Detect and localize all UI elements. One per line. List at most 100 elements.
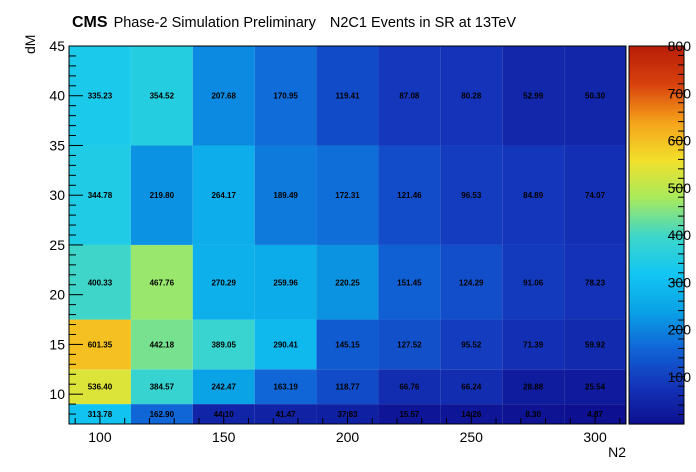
colorbar-segment bbox=[629, 402, 684, 406]
colorbar-segment bbox=[629, 149, 684, 153]
colorbar-segment bbox=[629, 336, 684, 340]
colorbar-segment bbox=[629, 390, 684, 394]
colorbar-segment bbox=[629, 161, 684, 165]
colorbar-segment bbox=[629, 251, 684, 255]
colorbar-segment bbox=[629, 209, 684, 212]
colorbar-segment bbox=[629, 64, 684, 68]
colorbar-segment bbox=[629, 405, 684, 409]
cell-label-r5-c7: 52.99 bbox=[523, 92, 544, 101]
colorbar-segment bbox=[629, 275, 684, 279]
cell-label-r3-c7: 91.06 bbox=[523, 278, 544, 287]
cell-label-r1-c7: 28.88 bbox=[523, 383, 544, 392]
colorbar-segment bbox=[629, 331, 684, 335]
colorbar-segment bbox=[629, 187, 684, 191]
cell-label-r4-c6: 96.53 bbox=[461, 191, 482, 200]
colorbar-segment bbox=[629, 220, 684, 224]
cell-label-r1-c6: 66.24 bbox=[461, 383, 482, 392]
heatmap-cell-r5-c7 bbox=[502, 46, 565, 146]
colorbar-segment bbox=[629, 119, 684, 123]
colorbar-segment bbox=[629, 218, 684, 222]
colorbar-segment bbox=[629, 235, 684, 238]
cell-label-r3-c2: 270.29 bbox=[211, 278, 236, 287]
heatmap-cell-r1-c5 bbox=[378, 369, 441, 405]
heatmap-cell-r5-c2 bbox=[192, 46, 255, 146]
colorbar-segment bbox=[629, 157, 684, 160]
cell-label-r4-c2: 264.17 bbox=[211, 191, 236, 200]
cell-label-r5-c5: 87.08 bbox=[399, 92, 420, 101]
colorbar-segment bbox=[629, 178, 684, 182]
colorbar-segment bbox=[629, 206, 684, 210]
colorbar-segment bbox=[629, 168, 684, 172]
colorbar-segment bbox=[629, 265, 684, 269]
y-tick-label: 25 bbox=[49, 237, 65, 253]
colorbar-segment bbox=[629, 185, 684, 189]
colorbar-segment bbox=[629, 194, 684, 198]
cell-label-r4-c0: 344.78 bbox=[88, 191, 113, 200]
x-tick-label: 150 bbox=[212, 429, 236, 445]
cell-label-r3-c1: 467.76 bbox=[150, 278, 175, 287]
cell-label-r2-c7: 71.39 bbox=[523, 340, 544, 349]
colorbar-segment bbox=[629, 346, 684, 349]
colorbar-segment bbox=[629, 305, 684, 309]
y-tick-label: 30 bbox=[49, 187, 65, 203]
colorbar-segment bbox=[629, 249, 684, 253]
cell-label-r2-c6: 95.52 bbox=[461, 340, 482, 349]
colorbar-segment bbox=[629, 312, 684, 316]
heatmap-cell-r3-c2 bbox=[192, 244, 255, 320]
colorbar-segment bbox=[629, 53, 684, 57]
colorbar-segment bbox=[629, 76, 684, 80]
y-tick-label: 45 bbox=[49, 38, 65, 54]
colorbar-segment bbox=[629, 192, 684, 196]
colorbar-segment bbox=[629, 407, 684, 411]
colorbar-segment bbox=[629, 294, 684, 298]
colorbar-segment bbox=[629, 279, 684, 283]
cell-label-r3-c0: 400.33 bbox=[88, 278, 113, 287]
colorbar-segment bbox=[629, 135, 684, 139]
heatmap-cell-r4-c4 bbox=[316, 145, 379, 245]
colorbar-segment bbox=[629, 69, 684, 73]
colorbar-segment bbox=[629, 277, 684, 281]
cell-label-r2-c3: 290.41 bbox=[273, 340, 298, 349]
colorbar-segment bbox=[629, 409, 684, 413]
y-tick-label: 35 bbox=[49, 137, 65, 153]
cell-label-r1-c0: 536.40 bbox=[88, 383, 113, 392]
colorbar-segment bbox=[629, 60, 684, 64]
colorbar-segment bbox=[629, 97, 684, 101]
description-label: N2C1 Events in SR at 13TeV bbox=[329, 15, 517, 31]
heatmap-cell-r1-c0 bbox=[69, 369, 131, 405]
colorbar-segment bbox=[629, 121, 684, 125]
cell-label-r4-c5: 121.46 bbox=[397, 191, 422, 200]
y-tick-label: 15 bbox=[49, 336, 65, 352]
colorbar-segment bbox=[629, 93, 684, 97]
heatmap-cell-r0-c3 bbox=[254, 404, 317, 424]
colorbar-segment bbox=[629, 272, 684, 276]
colorbar-segment bbox=[629, 308, 684, 312]
x-tick-label: 100 bbox=[88, 429, 112, 445]
cell-label-r0-c7: 8.30 bbox=[525, 410, 541, 419]
heatmap-cell-r2-c1 bbox=[130, 319, 193, 370]
cell-label-r3-c3: 259.96 bbox=[273, 278, 298, 287]
colorbar-segment bbox=[629, 138, 684, 142]
cell-label-r2-c4: 145.15 bbox=[335, 340, 360, 349]
colorbar-segment bbox=[629, 225, 684, 229]
colorbar-segment bbox=[629, 171, 684, 175]
colorbar-segment bbox=[629, 315, 684, 319]
heatmap-cell-r0-c1 bbox=[130, 404, 193, 424]
heatmap-cell-r1-c6 bbox=[440, 369, 503, 405]
colorbar-segment bbox=[629, 81, 684, 85]
colorbar-tick-label: 600 bbox=[668, 133, 692, 149]
cell-label-r5-c6: 80.28 bbox=[461, 92, 482, 101]
colorbar-tick-label: 300 bbox=[668, 274, 692, 290]
colorbar-segment bbox=[629, 232, 684, 236]
colorbar-segment bbox=[629, 145, 684, 149]
colorbar-segment bbox=[629, 270, 684, 274]
x-tick-label: 250 bbox=[460, 429, 484, 445]
colorbar-segment bbox=[629, 348, 684, 352]
colorbar-segment bbox=[629, 201, 684, 205]
heatmap-cell-r3-c3 bbox=[254, 244, 317, 320]
heatmap-cell-r4-c5 bbox=[378, 145, 441, 245]
colorbar-segment bbox=[629, 303, 684, 307]
heatmap-cell-r2-c6 bbox=[440, 319, 503, 370]
heatmap-cell-r1-c1 bbox=[130, 369, 193, 405]
colorbar-segment bbox=[629, 327, 684, 331]
